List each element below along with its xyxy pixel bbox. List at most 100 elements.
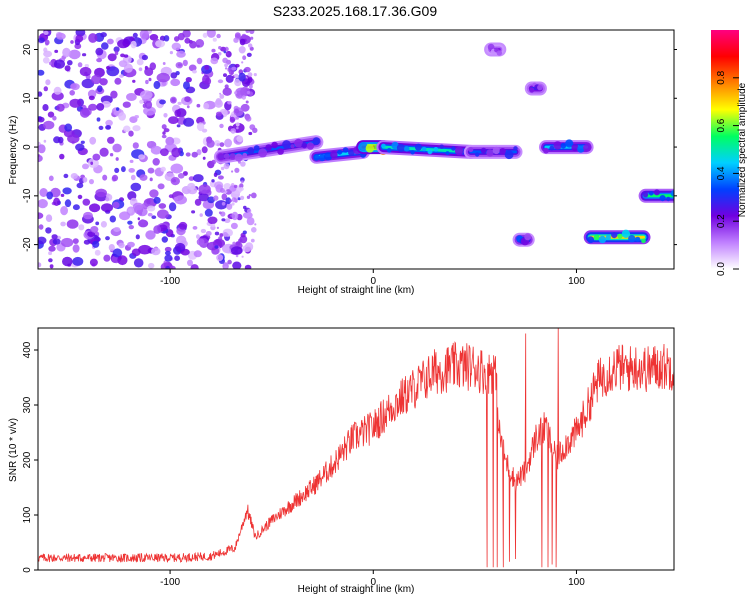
track-blob	[234, 153, 243, 162]
spectral-track	[309, 144, 371, 164]
noise-blob	[45, 79, 51, 86]
noise-blob	[101, 203, 113, 213]
noise-blob	[245, 30, 250, 33]
noise-blob	[250, 238, 255, 243]
track-blob	[258, 148, 268, 158]
noise-blob	[96, 58, 102, 63]
noise-blob	[92, 240, 100, 248]
noise-blob	[224, 63, 229, 68]
noise-blob	[107, 136, 115, 144]
x-tick-label: -100	[160, 276, 180, 287]
track-blob	[587, 236, 595, 244]
noise-blob	[38, 154, 43, 163]
noise-blob	[226, 52, 229, 55]
noise-blob	[153, 80, 161, 90]
track-blob	[643, 192, 649, 198]
noise-blob	[234, 63, 240, 68]
noise-blob	[216, 143, 220, 147]
colorbar-scale	[711, 30, 739, 269]
noise-blob	[218, 46, 222, 50]
noise-blob	[221, 218, 226, 222]
noise-blob	[234, 32, 241, 39]
noise-blob	[43, 47, 48, 53]
noise-blob	[183, 117, 195, 127]
noise-blob	[43, 30, 49, 35]
spectrogram-frame	[37, 29, 675, 270]
noise-blob	[78, 224, 85, 231]
noise-blob	[91, 74, 102, 85]
noise-blob	[70, 83, 77, 89]
noise-blob	[122, 101, 131, 108]
noise-blob	[249, 84, 253, 89]
noise-blob	[132, 202, 144, 211]
noise-blob	[114, 50, 119, 56]
track-blob	[670, 190, 674, 197]
noise-blob	[155, 40, 166, 48]
noise-blob	[241, 33, 247, 39]
noise-blob	[138, 154, 146, 160]
noise-blob	[192, 69, 197, 74]
noise-blob	[196, 44, 200, 48]
noise-blob	[219, 188, 225, 193]
noise-blob	[207, 216, 218, 225]
noise-blob	[183, 81, 190, 90]
noise-blob	[238, 46, 246, 54]
noise-blob	[213, 172, 218, 177]
noise-blob	[129, 159, 134, 163]
noise-blob	[59, 155, 64, 159]
noise-blob	[202, 156, 206, 160]
noise-blob	[139, 99, 144, 104]
spectral-track	[524, 81, 547, 96]
noise-blob	[219, 92, 222, 95]
spectral-track	[539, 139, 594, 155]
noise-blob	[112, 143, 122, 153]
track-blob	[306, 142, 315, 150]
noise-blob	[160, 148, 169, 157]
noise-blob	[188, 64, 197, 72]
noise-blob	[160, 166, 166, 172]
noise-blob	[161, 236, 168, 243]
noise-blob	[145, 100, 153, 109]
track-blob	[537, 84, 543, 91]
noise-blob	[38, 212, 44, 219]
noise-blob	[38, 144, 46, 154]
noise-blob	[239, 95, 242, 98]
noise-blob	[253, 73, 257, 77]
noise-blob	[168, 116, 179, 124]
noise-blob	[147, 141, 152, 146]
noise-blob	[251, 227, 257, 233]
noise-blob	[64, 199, 72, 208]
noise-blob	[76, 182, 84, 189]
noise-blob	[147, 212, 153, 217]
noise-blob	[165, 136, 175, 146]
noise-blob	[96, 117, 101, 122]
x-tick-label: 100	[568, 276, 585, 287]
noise-blob	[52, 115, 57, 121]
noise-blob	[237, 197, 241, 201]
noise-blob	[219, 142, 225, 148]
track-blob	[381, 143, 386, 149]
noise-blob	[115, 157, 119, 161]
track-blob	[635, 236, 641, 242]
track-blob	[593, 234, 600, 241]
noise-blob	[118, 242, 125, 249]
noise-blob	[223, 50, 227, 54]
noise-blob	[158, 203, 167, 209]
noise-blob	[215, 200, 228, 210]
noise-blob	[169, 265, 176, 269]
noise-blob	[230, 128, 236, 134]
spectral-track	[512, 232, 535, 247]
track-blob	[524, 233, 532, 241]
track-blob	[621, 229, 631, 238]
noise-blob	[44, 39, 50, 46]
noise-blob	[230, 71, 234, 75]
noise-blob	[60, 221, 66, 227]
noise-blob	[38, 199, 48, 209]
noise-blob	[75, 34, 84, 43]
noise-blob	[45, 214, 53, 222]
noise-blob	[82, 198, 91, 206]
track-blob	[492, 146, 500, 155]
noise-blob	[97, 85, 103, 93]
x-tick-label: 0	[370, 577, 376, 588]
noise-blob	[105, 125, 112, 130]
